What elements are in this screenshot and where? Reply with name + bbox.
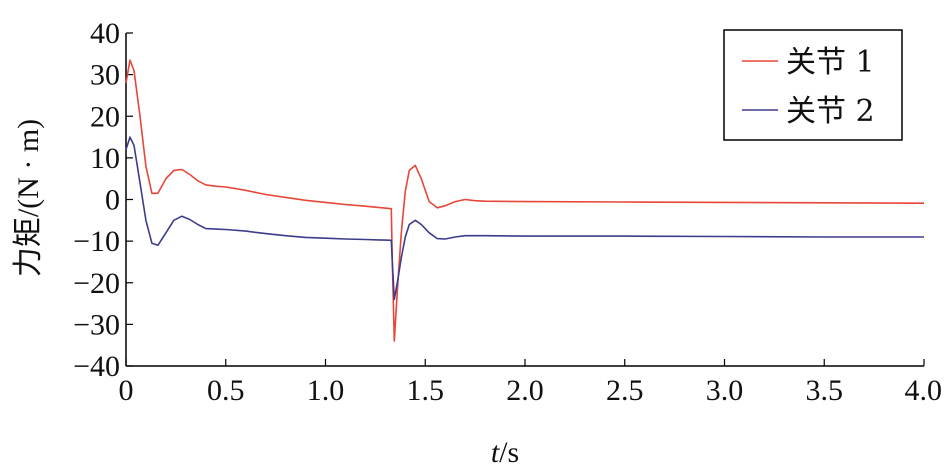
x-tick-label: 1.0: [307, 374, 345, 407]
x-axis-ticks: 0 0.5 1.0 1.5 2.0 2.5 3.0 3.5 4.0: [119, 359, 943, 407]
y-tick-label: 30: [90, 59, 120, 92]
y-axis-ticks: 40 30 20 10 0 −10 −20 −30 −40: [73, 17, 133, 383]
y-tick-label: 10: [90, 142, 120, 175]
series-lines: [125, 59, 925, 342]
x-tick-label: 0: [119, 374, 134, 407]
x-tick-label: 3.0: [706, 374, 744, 407]
y-tick-label: −20: [73, 267, 120, 300]
y-tick-label: −10: [73, 225, 120, 258]
legend-label-joint2: 关节 2: [786, 94, 875, 129]
y-tick-label: −40: [73, 350, 120, 383]
x-tick-label: 0.5: [207, 374, 245, 407]
x-axis-title-unit: /s: [499, 436, 519, 468]
legend-label-joint1: 关节 1: [786, 45, 875, 80]
x-axis-title: t/s: [491, 436, 519, 468]
x-tick-label: 3.5: [806, 374, 844, 407]
x-tick-label: 1.5: [407, 374, 445, 407]
series-line-joint1: [125, 59, 925, 342]
y-tick-label: 40: [90, 17, 120, 50]
y-tick-label: 0: [105, 184, 120, 217]
x-tick-label: 4.0: [905, 374, 943, 407]
legend: 关节 1 关节 2: [723, 29, 903, 141]
y-axis-title: 力矩/(N · m): [12, 119, 45, 277]
series-line-joint2: [125, 136, 924, 301]
x-axis-title-var: t: [491, 436, 500, 468]
y-tick-label: 20: [90, 100, 120, 133]
x-tick-label: 2.5: [606, 374, 644, 407]
legend-box: [723, 29, 903, 141]
x-tick-label: 2.0: [506, 374, 544, 407]
y-tick-label: −30: [73, 308, 120, 341]
